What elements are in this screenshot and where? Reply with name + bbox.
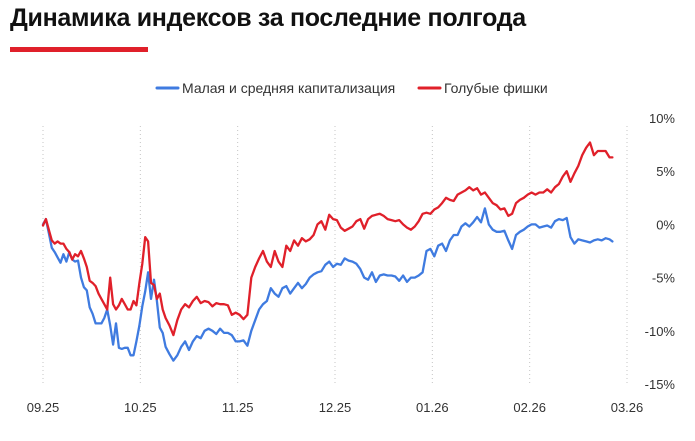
legend: Малая и средняя капитализация Голубые фи…: [155, 80, 548, 96]
y-tick-label: 0%: [656, 217, 675, 232]
legend-label-series-1: Голубые фишки: [444, 80, 548, 96]
x-tick-label: 09.25: [27, 400, 60, 415]
x-tick-label: 10.25: [124, 400, 157, 415]
legend-label-series-0: Малая и средняя капитализация: [182, 80, 395, 96]
x-axis: 09.25 10.25 11.25 12.25 01.26 02.26 03.26: [27, 400, 644, 415]
x-tick-label: 03.26: [611, 400, 644, 415]
series-line-1: [41, 141, 614, 337]
y-axis: 10% 5% 0% -5% -10% -15%: [645, 111, 676, 392]
y-tick-label: -10%: [645, 324, 676, 339]
y-tick-label: -5%: [652, 271, 676, 286]
y-tick-label: 5%: [656, 164, 675, 179]
x-tick-label: 01.26: [416, 400, 449, 415]
series-line-0: [41, 207, 614, 362]
x-tick-label: 11.25: [222, 400, 254, 415]
x-tick-label: 12.25: [319, 400, 352, 415]
x-tick-label: 02.26: [513, 400, 546, 415]
grid: [42, 126, 628, 386]
page-title: Динамика индексов за последние полгода: [10, 4, 526, 32]
title-accent-bar: [10, 47, 148, 52]
plot-series: [41, 141, 614, 362]
y-tick-label: -15%: [645, 377, 676, 392]
y-tick-label: 10%: [649, 111, 675, 126]
